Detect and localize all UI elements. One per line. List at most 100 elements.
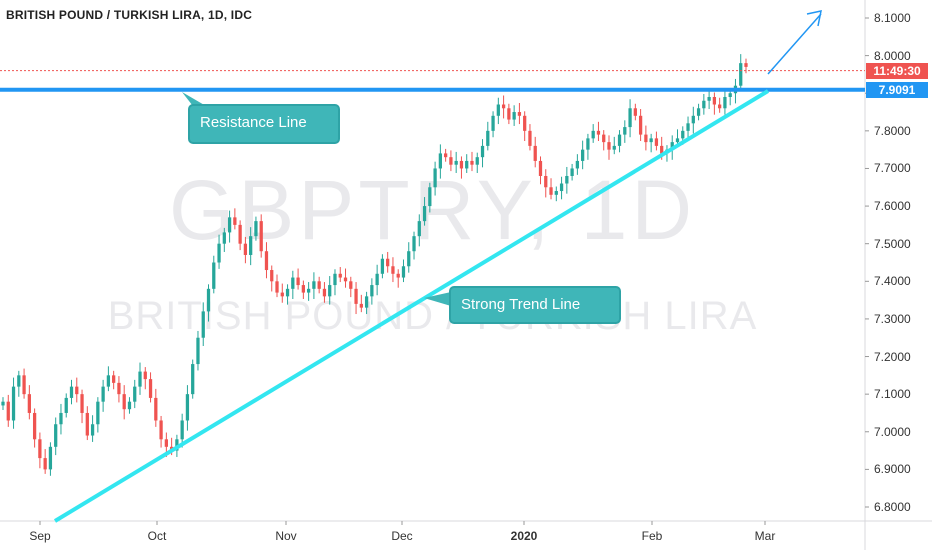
candle-body: [528, 130, 532, 146]
candle-body: [11, 386, 16, 421]
trend-line: [53, 89, 770, 523]
trend-line-label: Strong Trend Line: [461, 296, 581, 313]
candle-body: [586, 138, 590, 150]
candle-body: [328, 285, 332, 297]
candle-body: [127, 401, 132, 410]
candle-body: [702, 100, 706, 109]
y-tick-label: 7.3000: [874, 311, 911, 326]
candle-body: [212, 262, 216, 289]
watermark-name: BRITISH POUND / TURKISH LIRA: [107, 294, 758, 338]
y-tick-label: 7.0000: [874, 424, 911, 439]
candle-body: [633, 108, 637, 116]
candle-body: [227, 217, 232, 233]
trend-callout-pointer: [424, 292, 451, 306]
candle-body: [306, 288, 311, 293]
candle-body: [206, 288, 211, 312]
forecast-arrow-head: [806, 10, 822, 27]
candle-body: [654, 138, 659, 146]
candle-body: [449, 157, 453, 165]
candle-body: [739, 63, 743, 86]
candle-body: [575, 160, 580, 169]
candle-body: [148, 379, 153, 398]
candle-body: [101, 386, 105, 402]
y-tick-label: 6.9000: [874, 462, 911, 477]
candle-body: [459, 160, 464, 169]
candle-body: [375, 273, 379, 286]
candle-body: [180, 420, 184, 440]
candle-body: [454, 160, 458, 165]
candle-body: [64, 397, 68, 413]
candle-body: [707, 96, 711, 101]
candle-body: [444, 153, 448, 158]
y-tick-label: 7.5000: [874, 236, 911, 251]
candle-body: [486, 130, 490, 146]
candle-body: [712, 96, 717, 105]
candle-body: [69, 386, 74, 398]
candle-body: [570, 168, 574, 176]
y-tick-label: 7.6000: [874, 199, 911, 214]
candle-body: [243, 243, 248, 255]
candle-body: [38, 439, 42, 459]
candle-body: [270, 270, 274, 282]
candle-body: [602, 134, 606, 143]
candle-body: [660, 145, 664, 154]
candle-body: [723, 96, 727, 109]
x-tick-label: Feb: [641, 529, 663, 543]
candle-body: [322, 288, 327, 297]
candle-body: [143, 371, 147, 380]
candle-body: [523, 115, 527, 131]
candle-body: [465, 160, 469, 169]
y-tick-label: 7.2000: [874, 349, 911, 364]
candle-body: [106, 375, 111, 387]
candle-body: [85, 412, 89, 436]
candle-body: [312, 281, 316, 289]
candle-body: [43, 458, 47, 470]
candle-body: [686, 123, 690, 131]
candle-body: [480, 145, 485, 158]
candle-body: [412, 236, 416, 252]
x-tick-label: Dec: [391, 529, 413, 543]
y-tick-label: 8.1000: [874, 11, 911, 25]
candle-body: [401, 266, 406, 278]
candle-body: [22, 375, 26, 395]
candle-body: [138, 371, 142, 387]
y-tick-label: 8.0000: [874, 48, 911, 63]
candle-body: [333, 273, 337, 286]
candle-body: [164, 439, 168, 447]
candle-body: [681, 130, 685, 139]
candle-body: [433, 168, 437, 188]
candle-body: [343, 277, 348, 282]
candle-body: [359, 303, 363, 308]
candle-body: [280, 292, 284, 297]
chart-title: BRITISH POUND / TURKISH LIRA, 1D, IDC: [6, 8, 253, 22]
candle-body: [596, 130, 601, 135]
candle-body: [607, 142, 611, 150]
candle-body: [259, 221, 263, 252]
candle-body: [364, 296, 369, 308]
countdown-price-tag: 11:49:30: [866, 62, 928, 79]
resistance-line-callout[interactable]: Resistance Line: [188, 104, 340, 144]
candle-body: [185, 394, 190, 421]
candle-body: [581, 149, 585, 161]
trend-line-callout[interactable]: Strong Trend Line: [449, 286, 621, 324]
candle-body: [475, 157, 479, 165]
candle-body: [496, 104, 500, 116]
x-tick-label: Mar: [754, 529, 776, 543]
candle-body: [217, 243, 221, 263]
candle-body: [407, 251, 411, 267]
candle-body: [354, 288, 358, 304]
resistance-line-label: Resistance Line: [200, 114, 307, 131]
candle-body: [470, 160, 474, 165]
candle-body: [649, 138, 653, 143]
current-price-tag: 7.9091: [866, 81, 928, 98]
candle-body: [175, 439, 179, 451]
candle-body: [159, 420, 163, 440]
candle-body: [417, 221, 421, 237]
candle-body: [191, 364, 195, 395]
candle-body: [591, 130, 595, 139]
candle-body: [222, 232, 226, 244]
candle-body: [628, 108, 632, 128]
y-tick-label: 7.4000: [874, 274, 911, 289]
